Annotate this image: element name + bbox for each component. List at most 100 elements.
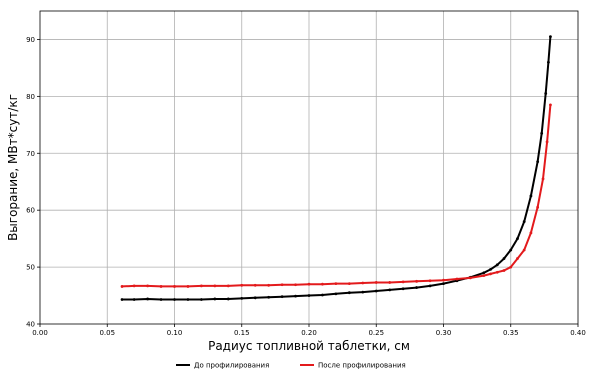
data-point bbox=[522, 248, 526, 252]
data-point bbox=[120, 285, 124, 288]
legend-label: После профилирования bbox=[318, 362, 406, 370]
series-1 bbox=[120, 35, 552, 301]
data-point bbox=[495, 263, 499, 267]
data-point bbox=[253, 296, 257, 300]
data-point bbox=[347, 291, 351, 295]
data-point bbox=[549, 103, 552, 107]
series-layer bbox=[120, 35, 552, 301]
data-point bbox=[361, 290, 365, 294]
data-point bbox=[549, 35, 552, 39]
data-point bbox=[415, 286, 418, 289]
data-point bbox=[455, 277, 459, 281]
data-point bbox=[388, 288, 392, 292]
series-line bbox=[122, 36, 552, 301]
data-point bbox=[529, 231, 533, 235]
data-point bbox=[253, 283, 257, 287]
x-tick-label: 0.35 bbox=[503, 329, 519, 337]
y-tick-label: 40 bbox=[26, 321, 35, 329]
data-point bbox=[267, 283, 271, 287]
data-point bbox=[442, 282, 445, 285]
legend: До профилирования После профилирования bbox=[176, 362, 406, 370]
data-point bbox=[186, 285, 190, 288]
data-point bbox=[545, 140, 549, 144]
series-2 bbox=[120, 103, 552, 288]
x-tick-label: 0.40 bbox=[570, 329, 586, 337]
data-point bbox=[516, 257, 519, 260]
data-point bbox=[213, 297, 217, 301]
data-point bbox=[502, 269, 506, 272]
data-point bbox=[294, 294, 297, 298]
data-point bbox=[132, 298, 136, 301]
data-point bbox=[415, 279, 418, 283]
y-tick-label: 60 bbox=[26, 207, 35, 215]
data-point bbox=[509, 265, 513, 269]
data-point bbox=[482, 274, 486, 278]
data-point bbox=[226, 284, 230, 288]
data-point bbox=[547, 60, 550, 64]
data-point bbox=[536, 160, 540, 164]
data-point bbox=[280, 283, 284, 287]
x-axis-label: Радиус топливной таблетки, см bbox=[208, 339, 410, 353]
x-tick-label: 0.05 bbox=[99, 329, 115, 337]
grid-lines bbox=[40, 11, 578, 324]
data-point bbox=[132, 284, 136, 288]
data-point bbox=[529, 194, 533, 198]
data-point bbox=[173, 298, 176, 301]
data-point bbox=[200, 298, 203, 301]
data-point bbox=[267, 295, 271, 299]
data-point bbox=[522, 220, 526, 223]
y-axis-ticks: 40 50 60 70 80 90 bbox=[26, 36, 40, 329]
data-point bbox=[213, 284, 217, 288]
data-point bbox=[482, 271, 486, 275]
x-tick-label: 0.30 bbox=[436, 329, 452, 337]
data-point bbox=[334, 292, 338, 296]
y-tick-label: 80 bbox=[26, 93, 35, 101]
data-point bbox=[442, 278, 445, 282]
data-point bbox=[544, 92, 548, 95]
data-point bbox=[280, 295, 284, 299]
data-point bbox=[146, 297, 150, 301]
data-point bbox=[173, 285, 176, 288]
data-point bbox=[536, 205, 540, 209]
x-tick-label: 0.15 bbox=[234, 329, 250, 337]
data-point bbox=[540, 131, 544, 135]
data-point bbox=[321, 293, 324, 297]
y-tick-label: 70 bbox=[26, 150, 35, 158]
x-tick-label: 0.10 bbox=[167, 329, 183, 337]
y-tick-label: 50 bbox=[26, 264, 35, 272]
data-point bbox=[489, 272, 492, 276]
data-point bbox=[120, 298, 124, 301]
data-point bbox=[374, 281, 378, 284]
series-line bbox=[121, 104, 552, 288]
data-point bbox=[146, 284, 150, 288]
data-point bbox=[469, 276, 472, 280]
data-point bbox=[509, 248, 513, 252]
data-point bbox=[347, 282, 351, 285]
x-tick-label: 0.25 bbox=[368, 329, 384, 337]
data-point bbox=[321, 282, 324, 286]
data-point bbox=[334, 282, 338, 285]
data-point bbox=[374, 289, 378, 293]
data-point bbox=[226, 297, 230, 301]
data-point bbox=[361, 281, 365, 285]
data-point bbox=[307, 294, 311, 297]
data-point bbox=[240, 296, 244, 300]
y-axis-label: Выгорание, МВт*сут/кг bbox=[6, 94, 20, 241]
data-point bbox=[159, 298, 163, 301]
data-point bbox=[388, 281, 392, 284]
x-tick-label: 0.00 bbox=[32, 329, 48, 337]
data-point bbox=[541, 177, 545, 181]
data-point bbox=[401, 280, 405, 284]
data-point bbox=[200, 284, 203, 288]
data-point bbox=[516, 237, 519, 241]
data-point bbox=[159, 285, 163, 288]
data-point bbox=[502, 257, 506, 260]
legend-label: До профилирования bbox=[194, 362, 269, 370]
data-point bbox=[307, 282, 311, 286]
y-tick-label: 90 bbox=[26, 36, 35, 44]
data-point bbox=[428, 284, 432, 288]
data-point bbox=[495, 270, 499, 274]
x-tick-label: 0.20 bbox=[301, 329, 317, 337]
data-point bbox=[401, 287, 405, 291]
